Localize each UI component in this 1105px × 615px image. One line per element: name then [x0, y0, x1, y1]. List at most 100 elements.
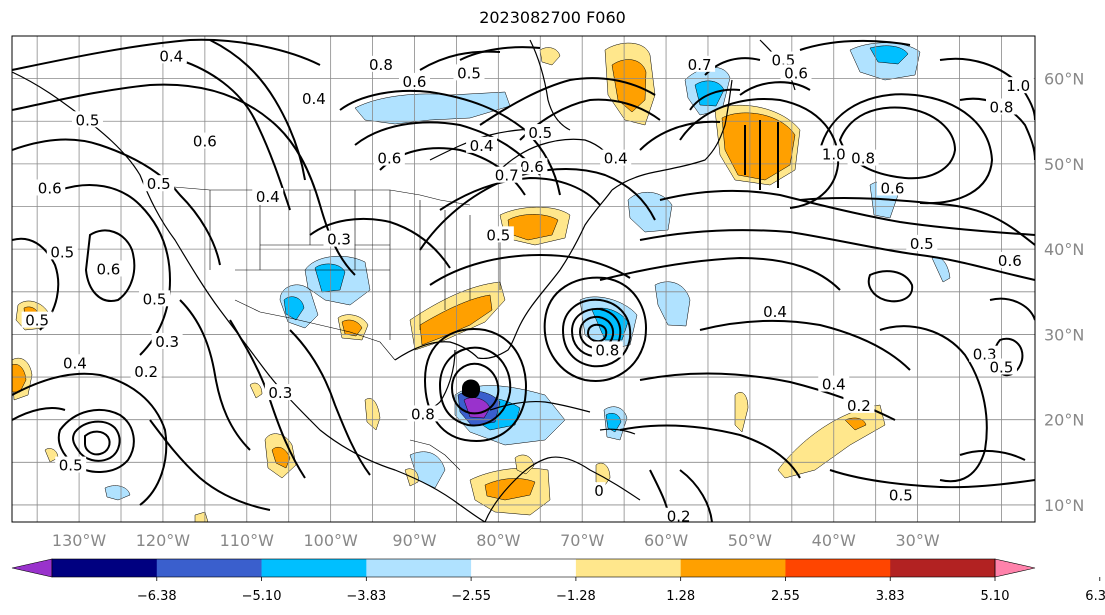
contour-line	[599, 256, 841, 291]
colorbar-tick-label: 1.28	[666, 589, 695, 604]
contour-label: 0.2	[667, 508, 691, 526]
contour-label: 0.6	[881, 179, 905, 197]
contour-labels: 0.4 0.80.6 0.50.50.60.40.60.50.40.60.70.40…	[21, 47, 1034, 526]
shade-light-blue	[104, 485, 131, 501]
contour-label: 0.4	[763, 303, 787, 321]
contour-line	[799, 39, 911, 51]
contour-line	[419, 168, 656, 251]
contour-label: 0.2	[134, 363, 158, 381]
contour-line	[450, 362, 500, 415]
contour-label: 0.6	[193, 133, 217, 151]
shade-deep-sky-blue	[314, 263, 346, 293]
contour-label: 0.8	[595, 341, 619, 359]
contour-label-background	[906, 234, 938, 251]
colorbar-segment	[575, 559, 681, 577]
central-america-borders	[409, 439, 461, 471]
shade-orange	[271, 447, 291, 469]
contour-label-background	[34, 179, 66, 196]
longitude-tick-label: 80°W	[476, 531, 520, 550]
contour-label: 0.6	[38, 179, 62, 197]
contour-line	[72, 420, 121, 462]
contour-line	[989, 297, 1035, 321]
contour-line	[838, 106, 957, 180]
contour-label: 0.3	[155, 333, 179, 351]
contour-label: 0.4	[302, 90, 326, 108]
contour-label-background	[453, 64, 485, 81]
contour-label-background	[365, 55, 397, 72]
contour-label-background	[482, 226, 514, 243]
contour-line	[570, 307, 622, 358]
longitude-tick-label: 100°W	[303, 531, 358, 550]
longitude-tick-label: 110°W	[220, 531, 275, 550]
longitude-tick-label: 50°W	[728, 531, 772, 550]
contour-line	[12, 372, 168, 506]
contour-line	[578, 315, 615, 350]
contour-line	[679, 469, 713, 522]
colorbar-tick-labels: −6.38 −5.10 −3.83 −2.55 −1.28 1.28 2.55 3.83 5.1…	[137, 577, 1105, 604]
longitude-tick-label: 60°W	[644, 531, 688, 550]
latitude-tick-label: 40°N	[1044, 240, 1084, 259]
colorbar-frame	[51, 558, 996, 578]
colorbar-tick-label: 2.55	[771, 589, 800, 604]
contour-line	[84, 430, 111, 456]
contour-line	[423, 328, 527, 442]
contour-line	[679, 98, 840, 209]
contour-label-background	[323, 230, 355, 247]
longitude-tick-label: 70°W	[560, 531, 604, 550]
canada-atlantic-coastline	[611, 79, 733, 191]
contour-line	[699, 319, 911, 371]
contour-line	[57, 409, 135, 473]
colorbar-segment	[890, 559, 996, 577]
contour-label: 0.4	[256, 188, 280, 206]
contour-label: 0.4	[604, 150, 628, 168]
contour-label: 0.7	[688, 56, 712, 74]
contour-label-background	[155, 47, 187, 64]
contour-label: 0.5	[990, 359, 1014, 377]
longitude-tick-labels: 130°W 120°W 110°W 100°W 90°W 80°W 70°W 60°W 50°W…	[52, 531, 940, 550]
contour-label-background	[189, 132, 221, 149]
contour-label: 1.0	[1006, 77, 1030, 95]
shade-light-blue	[409, 451, 446, 489]
shade-light-blue	[654, 281, 691, 327]
contour-label-background	[373, 149, 405, 166]
colorbar-min-extend	[11, 558, 53, 578]
colorbar-segment	[785, 559, 891, 577]
contour-line	[209, 39, 306, 181]
contour-line	[619, 424, 801, 479]
contour-label-background	[252, 188, 284, 204]
latitude-tick-label: 50°N	[1044, 155, 1084, 174]
colorbar-tick-label: −2.55	[451, 589, 491, 604]
contour-label-background	[876, 179, 908, 196]
contour-line	[459, 46, 541, 61]
contour-label-background	[59, 354, 91, 371]
contour-label: 0.7	[495, 167, 519, 185]
contour-label: 0.3	[268, 384, 292, 402]
shade-yellow	[734, 392, 749, 433]
contour-line	[289, 329, 371, 476]
shade-orange	[507, 214, 559, 241]
contour-label-background	[491, 166, 523, 183]
colorbar	[11, 558, 1036, 578]
contour-line	[479, 77, 656, 126]
contour-line	[179, 59, 291, 211]
contour-line	[639, 120, 721, 151]
contour-label-background	[994, 251, 1026, 268]
latitude-tick-labels: 10°N 20°N 30°N 40°N 50°N 60°N	[1044, 70, 1084, 515]
contour-label: 0.8	[990, 98, 1014, 116]
colorbar-segment	[156, 559, 262, 577]
contour-label-background	[143, 175, 175, 192]
us-canada-border	[149, 184, 471, 206]
cuba-outline	[489, 400, 591, 413]
central-america-coastline	[484, 456, 641, 522]
longitude-tick-label: 120°W	[136, 531, 191, 550]
shade-orange	[419, 294, 493, 346]
contour-label: 0	[594, 482, 604, 500]
contour-label: 0.5	[910, 235, 934, 253]
contour-label: 0.4	[822, 376, 846, 394]
colorbar-tick-label: −5.10	[242, 589, 282, 604]
colorbar-tick-label: 5.10	[981, 589, 1010, 604]
contour-label-background	[1002, 77, 1034, 94]
contour-line	[354, 121, 541, 176]
contour-label: 0.6	[377, 150, 401, 168]
